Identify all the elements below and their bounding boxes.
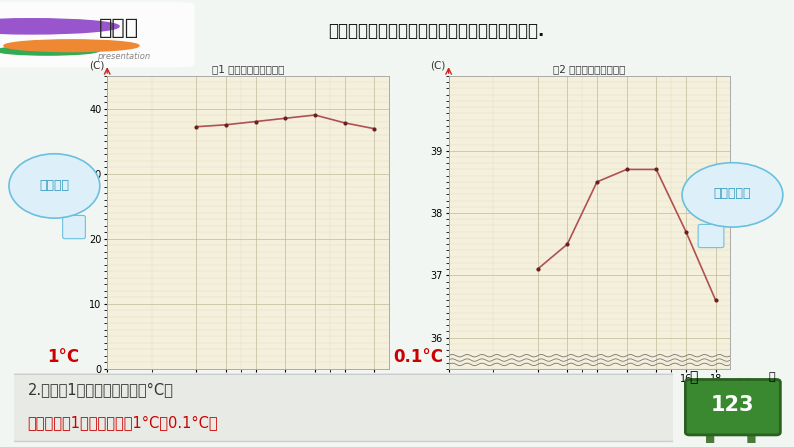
Text: 1°C: 1°C [48,348,79,366]
Text: 2.纵轴上1小格分别表示多少°C？: 2.纵轴上1小格分别表示多少°C？ [28,382,173,397]
FancyBboxPatch shape [63,215,86,239]
Text: 答：纵轴上1小格分别表示1°C和0.1°C。: 答：纵轴上1小格分别表示1°C和0.1°C。 [28,416,218,430]
Text: (C): (C) [89,61,104,71]
Circle shape [0,19,119,34]
FancyBboxPatch shape [685,380,781,435]
Text: 小胖画的: 小胖画的 [40,178,69,192]
Text: 🌱: 🌱 [769,372,776,382]
Circle shape [0,46,99,55]
Text: 0.1°C: 0.1°C [393,348,443,366]
FancyBboxPatch shape [1,374,685,442]
Text: 小丁丁画的: 小丁丁画的 [714,187,751,201]
Title: 图1 小亚的体温变化情况: 图1 小亚的体温变化情况 [212,64,284,74]
Text: 🌿: 🌿 [689,370,698,384]
FancyBboxPatch shape [0,2,195,67]
Text: 小胖和小丁丁记录了小亚生病时体温变化的情况.: 小胖和小丁丁记录了小亚生病时体温变化的情况. [329,22,545,40]
FancyBboxPatch shape [698,224,724,248]
Text: 123: 123 [711,396,754,415]
Ellipse shape [682,163,783,227]
Text: (C): (C) [430,61,445,71]
Text: 探究一: 探究一 [99,18,140,38]
Text: (時): (時) [736,377,750,387]
Circle shape [4,40,139,51]
FancyBboxPatch shape [706,430,715,443]
Text: (时): (时) [395,377,409,387]
Ellipse shape [9,154,100,218]
Title: 图2 小亚的体温变化情况: 图2 小亚的体温变化情况 [553,64,626,74]
FancyBboxPatch shape [747,430,756,443]
Text: presentation: presentation [97,52,150,61]
